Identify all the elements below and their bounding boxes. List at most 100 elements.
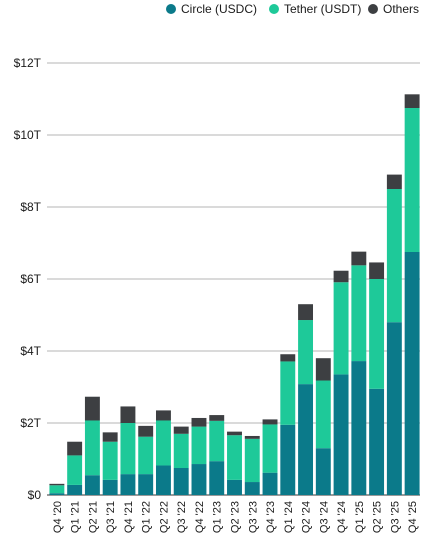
bar-segment-others (351, 251, 367, 266)
x-tick-label: Q3 '23 (247, 501, 259, 533)
bar-segment-circle (102, 479, 118, 495)
legend-label-tether: Tether (USDT) (284, 2, 362, 16)
bar-segment-others (67, 441, 83, 456)
bar-segment-others (386, 174, 402, 189)
x-tick-label: Q3 '24 (318, 501, 330, 533)
bar-segment-circle (298, 384, 314, 495)
x-axis: Q4 '20 Q1 '21 Q2 '21 Q3 '21 Q4 '21 Q1 '22 Q2 '… (52, 501, 419, 533)
legend-label-circle: Circle (USDC) (181, 2, 257, 16)
x-tick-label: Q2 '24 (301, 501, 313, 533)
bar-segment-tether (333, 282, 349, 375)
bar-segment-tether (280, 361, 296, 425)
x-tick-label: Q4 '20 (52, 501, 64, 533)
x-tick-label: Q1 '24 (283, 501, 295, 533)
x-tick-label: Q1 '22 (141, 501, 153, 533)
bar-segment-others (404, 94, 420, 108)
legend-item-circle: Circle (USDC) (166, 2, 257, 16)
y-tick-label: $2T (20, 416, 41, 430)
bar-segment-others (244, 435, 260, 439)
bar-segment-others (138, 425, 154, 437)
x-tick-label: Q3 '22 (176, 501, 188, 533)
bar-segment-circle (315, 448, 331, 495)
legend-swatch-circle (166, 4, 176, 14)
bar-segment-circle (173, 468, 189, 495)
y-tick-label: $10T (14, 128, 42, 142)
bar-segment-circle (227, 479, 242, 495)
x-tick-label: Q4 '22 (194, 501, 206, 533)
bar-segment-others (191, 417, 207, 427)
y-tick-label: $8T (20, 200, 41, 214)
x-tick-label: Q1 '25 (354, 501, 366, 533)
legend-swatch-others (368, 4, 378, 14)
bar-segment-tether (209, 420, 225, 462)
bar-segment-circle (191, 464, 207, 495)
bar-segment-others (298, 304, 314, 321)
x-tick-label: Q4 '25 (407, 501, 419, 533)
bar-segment-others (280, 354, 296, 362)
bars (49, 94, 420, 495)
bar-segment-others (49, 483, 65, 486)
bar-segment-others (227, 431, 242, 436)
bar-segment-circle (369, 388, 385, 495)
bar-segment-tether (244, 438, 260, 483)
x-tick-label: Q1 '23 (212, 501, 224, 533)
legend-swatch-tether (269, 4, 279, 14)
bar-segment-tether (173, 433, 189, 468)
bar-segment-circle (138, 474, 154, 495)
bar-segment-tether (298, 320, 314, 385)
x-tick-label: Q2 '23 (230, 501, 242, 533)
bar-segment-tether (120, 423, 136, 475)
y-tick-label: $12T (14, 56, 42, 70)
bar-segment-others (155, 410, 171, 421)
x-tick-label: Q2 '21 (87, 501, 99, 533)
bar-segment-others (209, 415, 225, 421)
x-tick-label: Q2 '25 (372, 501, 384, 533)
bar-segment-others (102, 432, 118, 442)
bar-segment-tether (67, 455, 83, 485)
y-tick-label: $0 (28, 488, 42, 502)
bar-segment-others (120, 406, 136, 423)
bar-segment-circle (280, 424, 296, 495)
bar-segment-others (369, 262, 385, 279)
bar-segment-tether (386, 189, 402, 323)
legend-label-others: Others (383, 2, 420, 16)
x-tick-label: Q1 '21 (70, 501, 82, 533)
y-tick-label: $6T (20, 272, 41, 286)
bar-segment-tether (49, 485, 65, 494)
bar-segment-circle (351, 361, 367, 495)
bar-segment-tether (138, 436, 154, 475)
bar-segment-circle (333, 374, 349, 495)
bar-segment-circle (155, 465, 171, 495)
bar-segment-circle (120, 474, 136, 495)
bar-segment-others (262, 419, 278, 425)
bar-segment-tether (191, 426, 207, 465)
x-tick-label: Q3 '21 (105, 501, 117, 533)
bar-segment-circle (209, 461, 225, 495)
legend-item-others: Others (368, 2, 419, 16)
bar-segment-circle (49, 493, 65, 495)
bar-segment-tether (404, 108, 420, 252)
x-tick-label: Q4 '21 (123, 501, 135, 533)
bar-segment-circle (386, 322, 402, 495)
x-tick-label: Q4 '24 (336, 501, 348, 533)
y-axis: $0 $2T $4T $6T $8T $10T $12T (14, 56, 42, 502)
bar-segment-tether (351, 265, 367, 362)
bar-segment-tether (262, 424, 278, 473)
bar-segment-circle (84, 475, 100, 495)
bar-segment-tether (369, 279, 385, 389)
bar-segment-others (315, 358, 331, 381)
bar-segment-tether (102, 441, 118, 480)
bar-segment-tether (155, 420, 171, 466)
bar-segment-tether (84, 420, 100, 476)
legend-item-tether: Tether (USDT) (269, 2, 361, 16)
bar-segment-circle (244, 482, 260, 495)
bar-segment-others (333, 270, 349, 283)
y-tick-label: $4T (20, 344, 41, 358)
x-tick-label: Q2 '22 (158, 501, 170, 533)
bar-segment-others (84, 396, 100, 421)
bar-segment-circle (262, 472, 278, 495)
x-tick-label: Q3 '25 (389, 501, 401, 533)
bar-segment-others (173, 426, 189, 434)
bar-segment-tether (315, 380, 331, 449)
